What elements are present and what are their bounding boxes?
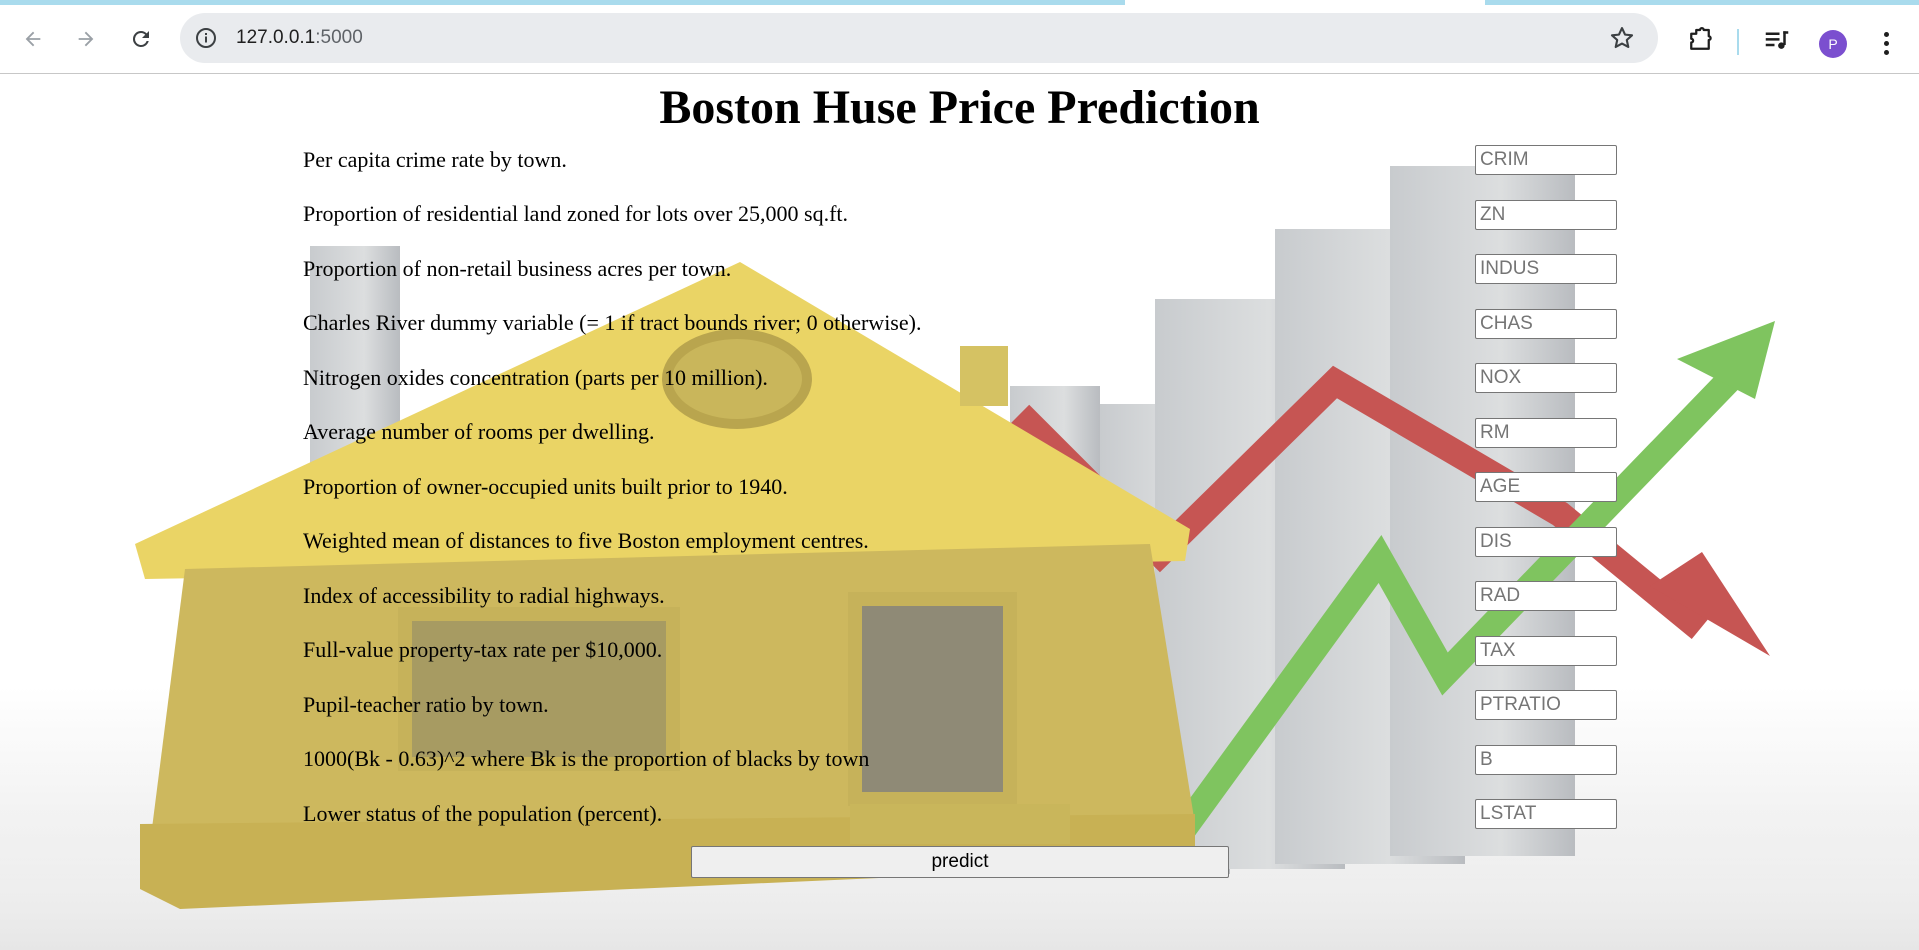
- browser-toolbar: 127.0.0.1:5000 P: [0, 5, 1919, 74]
- label-b: 1000(Bk - 0.63)^2 where Bk is the propor…: [303, 746, 870, 771]
- label-lstat: Lower status of the population (percent)…: [303, 801, 663, 826]
- menu-dot-icon: [1883, 31, 1889, 37]
- url-host: 127.0.0.1: [236, 27, 316, 48]
- label-nox: Nitrogen oxides concentration (parts per…: [303, 365, 768, 390]
- chas-input[interactable]: [1475, 309, 1617, 339]
- back-button[interactable]: [17, 23, 49, 55]
- zn-input[interactable]: [1475, 200, 1617, 230]
- label-zn: Proportion of residential land zoned for…: [303, 201, 849, 226]
- extensions-puzzle-icon[interactable]: [1685, 25, 1715, 55]
- nox-input[interactable]: [1475, 363, 1617, 393]
- menu-dot-icon: [1883, 40, 1889, 46]
- b-input[interactable]: [1475, 745, 1617, 775]
- label-dis: Weighted mean of distances to five Bosto…: [303, 528, 869, 553]
- forward-arrow-icon: [78, 31, 94, 47]
- forward-button[interactable]: [70, 23, 102, 55]
- tax-input[interactable]: [1475, 636, 1617, 666]
- label-chas: Charles River dummy variable (= 1 if tra…: [303, 310, 922, 335]
- avatar-initial: P: [1828, 36, 1838, 52]
- crim-input[interactable]: [1475, 145, 1617, 175]
- page-title: Boston Huse Price Prediction: [659, 81, 1260, 134]
- tab-strip: [0, 0, 1919, 5]
- ptratio-input[interactable]: [1475, 690, 1617, 720]
- url-port: :5000: [315, 27, 363, 48]
- reload-button[interactable]: [125, 23, 157, 55]
- menu-dot-icon: [1883, 49, 1889, 55]
- label-rad: Index of accessibility to radial highway…: [303, 583, 665, 608]
- url-text[interactable]: 127.0.0.1:5000: [236, 27, 363, 49]
- rm-input[interactable]: [1475, 418, 1617, 448]
- reload-icon: [132, 30, 149, 47]
- active-tab[interactable]: [1125, 0, 1485, 5]
- label-indus: Proportion of non-retail business acres …: [303, 256, 732, 281]
- page-viewport: Boston Huse Price Prediction Per capita …: [0, 74, 1919, 950]
- profile-avatar[interactable]: P: [1819, 30, 1847, 58]
- bookmark-star-icon[interactable]: [1608, 24, 1636, 52]
- rad-input[interactable]: [1475, 581, 1617, 611]
- media-control-icon[interactable]: [1762, 25, 1792, 55]
- dis-input[interactable]: [1475, 527, 1617, 557]
- indus-input[interactable]: [1475, 254, 1617, 284]
- label-rm: Average number of rooms per dwelling.: [303, 419, 655, 444]
- age-input[interactable]: [1475, 472, 1617, 502]
- browser-menu-button[interactable]: [1874, 27, 1898, 59]
- site-info-icon[interactable]: [194, 26, 218, 50]
- label-tax: Full-value property-tax rate per $10,000…: [303, 637, 663, 662]
- label-age: Proportion of owner-occupied units built…: [303, 474, 788, 499]
- predict-button[interactable]: predict: [691, 846, 1229, 878]
- label-ptratio: Pupil-teacher ratio by town.: [303, 692, 549, 717]
- label-crim: Per capita crime rate by town.: [303, 147, 567, 172]
- toolbar-divider: [1737, 29, 1739, 55]
- house-chart-background-image: [0, 166, 1919, 950]
- address-bar[interactable]: 127.0.0.1:5000: [180, 13, 1658, 63]
- lstat-input[interactable]: [1475, 799, 1617, 829]
- back-arrow-icon: [25, 31, 41, 47]
